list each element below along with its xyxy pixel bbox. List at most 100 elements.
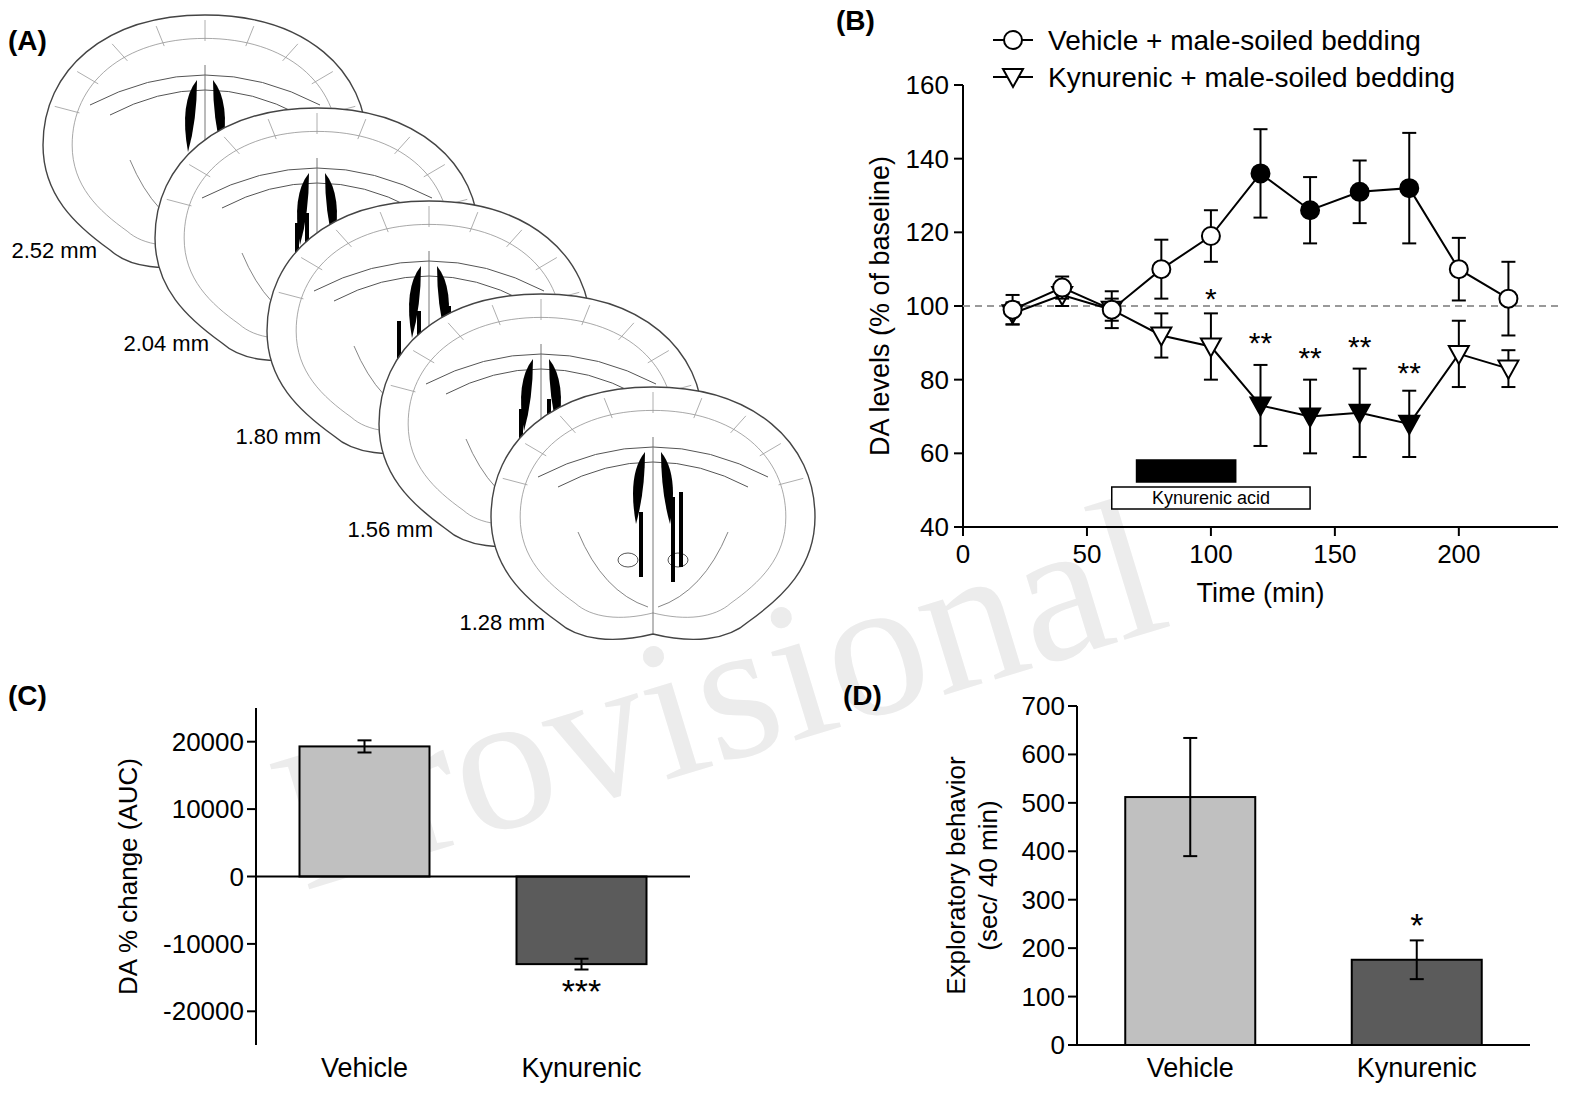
x-tick-label: 100	[1189, 539, 1232, 569]
error-cap	[1501, 386, 1515, 388]
data-point	[1449, 346, 1469, 364]
series-line	[1013, 295, 1509, 424]
legend-entry: Vehicle + male-soiled bedding	[993, 25, 1421, 56]
y-tick	[1068, 996, 1077, 998]
error-cap	[1006, 294, 1020, 296]
error-cap	[1353, 160, 1367, 162]
cortex-line	[582, 305, 590, 325]
cortex-line	[760, 444, 781, 456]
error-cap	[1303, 176, 1317, 178]
error-cap	[1353, 222, 1367, 224]
panel-label: (B)	[836, 5, 875, 36]
cortex-line	[312, 72, 333, 84]
error-cap	[1254, 128, 1268, 130]
y-tick-label: 80	[920, 365, 949, 395]
period-label: Kynurenic acid	[1152, 488, 1270, 508]
error-cap	[1353, 368, 1367, 370]
data-point	[1400, 179, 1418, 197]
legend-label: Kynurenic + male-soiled bedding	[1048, 62, 1455, 93]
y-tick-label: 10000	[172, 794, 244, 824]
bar	[300, 746, 430, 876]
plot-area	[1125, 738, 1482, 1045]
y-tick	[1068, 850, 1077, 852]
error-cap	[1402, 456, 1416, 458]
x-tick-label: 150	[1313, 539, 1356, 569]
cortex-line	[224, 137, 239, 154]
error-stem	[581, 959, 583, 970]
y-axis	[1076, 706, 1078, 1045]
cortex-line	[694, 398, 702, 418]
x-axis	[1077, 1044, 1530, 1046]
y-tick	[954, 379, 963, 381]
error-cap	[1254, 364, 1268, 366]
error-cap	[1204, 209, 1218, 211]
cortex-line	[283, 44, 298, 61]
error-cap	[1105, 290, 1119, 292]
y-tick-label: 120	[906, 217, 949, 247]
x-axis	[963, 526, 1558, 528]
error-cap	[1501, 349, 1515, 351]
y-tick	[954, 526, 963, 528]
y-axis-title: (sec/ 40 min)	[973, 800, 1003, 950]
cortex-line	[424, 165, 445, 177]
probe-placement	[671, 497, 675, 582]
section-label: 2.04 mm	[123, 331, 209, 356]
significance-label: *	[1205, 282, 1217, 315]
x-axis-title: Time (min)	[1197, 578, 1325, 608]
error-cap	[1006, 323, 1020, 325]
x-tick	[1334, 527, 1336, 536]
error-cap	[1183, 737, 1197, 739]
y-tick-label: 60	[920, 438, 949, 468]
y-tick-label: 160	[906, 70, 949, 100]
error-cap	[1204, 379, 1218, 381]
error-cap	[1501, 334, 1515, 336]
x-tick-label: 0	[956, 539, 970, 569]
y-tick-label: 140	[906, 144, 949, 174]
y-tick-label: 20000	[172, 727, 244, 757]
brain-section	[491, 387, 815, 639]
cortex-line	[112, 44, 127, 61]
y-tick-label: 40	[920, 512, 949, 542]
y-tick	[954, 84, 963, 86]
y-tick-label: 600	[1022, 739, 1065, 769]
cortex-line	[167, 199, 192, 205]
section-label: 1.80 mm	[235, 424, 321, 449]
commissure	[618, 553, 638, 567]
error-cap	[575, 969, 589, 971]
data-point	[1499, 290, 1517, 308]
plot-area	[963, 129, 1558, 509]
data-point	[1450, 260, 1468, 278]
error-cap	[1154, 312, 1168, 314]
probe-placement	[639, 512, 643, 577]
y-tick	[954, 452, 963, 454]
cortex-line	[619, 323, 634, 340]
cortex-line	[648, 351, 669, 363]
y-tick	[247, 741, 256, 743]
cortex-line	[448, 323, 463, 340]
cortex-line	[55, 106, 80, 112]
error-cap	[358, 751, 372, 753]
cortex-line	[536, 258, 557, 270]
cortex-line	[380, 212, 388, 232]
cortex-line	[492, 305, 500, 325]
y-tick-label: -10000	[163, 929, 244, 959]
y-tick	[954, 305, 963, 307]
baseline	[963, 305, 1558, 307]
cortex-line	[413, 351, 434, 363]
x-tick	[1210, 527, 1212, 536]
x-tick-label: Kynurenic	[521, 1053, 641, 1083]
y-tick-label: 300	[1022, 885, 1065, 915]
error-cap	[1452, 320, 1466, 322]
error-cap	[1254, 445, 1268, 447]
error-cap	[1402, 390, 1416, 392]
structure-line	[578, 532, 728, 607]
y-tick	[1068, 1044, 1077, 1046]
cortex-line	[246, 26, 254, 46]
x-tick-label: Vehicle	[1147, 1053, 1234, 1083]
data-point	[1201, 339, 1221, 357]
y-tick-label: 0	[230, 862, 244, 892]
y-tick	[1068, 899, 1077, 901]
error-cap	[1254, 217, 1268, 219]
bar	[517, 877, 647, 965]
y-axis-title: DA levels (% of baseline)	[865, 156, 895, 456]
